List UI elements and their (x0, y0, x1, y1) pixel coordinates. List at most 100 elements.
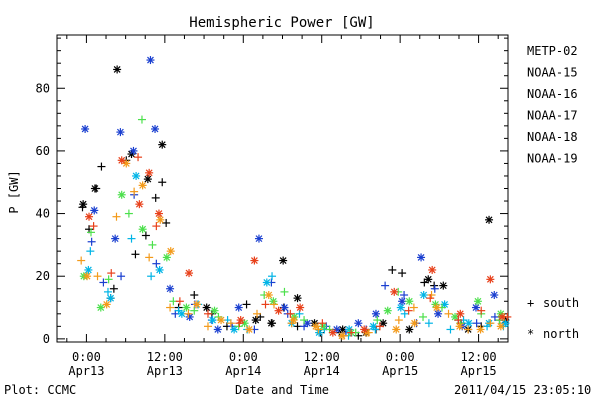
point-south-metp-02 (131, 250, 140, 259)
legend-entry-metp-02: METP-02 (527, 44, 578, 58)
point-south-noaa-15 (99, 278, 108, 287)
point-north-metp-02 (79, 200, 88, 209)
legend-entry-noaa-18: NOAA-18 (527, 130, 578, 144)
point-north-noaa-15 (185, 312, 194, 321)
marker-legend-label-south: south (543, 296, 579, 310)
point-south-noaa-19 (477, 306, 486, 315)
point-north-noaa-18 (496, 322, 505, 331)
point-north-noaa-15 (166, 284, 175, 293)
point-south-noaa-17 (148, 240, 157, 249)
y-tick-label: 40 (36, 207, 50, 221)
point-north-noaa-18 (122, 159, 131, 168)
x-tick-time-label: 12:00 (461, 350, 497, 364)
x-tick-date-label: Apr14 (304, 364, 340, 378)
point-north-noaa-15 (111, 234, 120, 243)
point-north-noaa-18 (432, 303, 441, 312)
point-south-metp-02 (97, 162, 106, 171)
point-north-metp-02 (424, 275, 433, 284)
data-points (77, 56, 512, 340)
point-north-noaa-18 (410, 319, 419, 328)
point-north-noaa-18 (156, 215, 165, 224)
point-south-noaa-16 (127, 234, 136, 243)
point-north-noaa-19 (85, 212, 94, 221)
point-north-noaa-18 (138, 181, 147, 190)
x-tick-date-label: Apr14 (225, 364, 261, 378)
point-north-noaa-15 (398, 297, 407, 306)
point-south-noaa-17 (373, 316, 382, 325)
point-north-noaa-17 (96, 303, 105, 312)
point-south-noaa-19 (318, 319, 327, 328)
x-tick-time-label: 12:00 (147, 350, 183, 364)
point-north-noaa-18 (311, 322, 320, 331)
point-south-noaa-18 (253, 309, 262, 318)
point-south-noaa-18 (226, 319, 235, 328)
point-north-noaa-18 (289, 316, 298, 325)
y-tick-label: 60 (36, 144, 50, 158)
point-north-noaa-15 (81, 124, 90, 133)
point-south-noaa-18 (166, 303, 175, 312)
point-north-metp-02 (405, 325, 414, 334)
point-north-noaa-19 (296, 303, 305, 312)
point-south-noaa-18 (112, 212, 121, 221)
point-north-noaa-15 (151, 124, 160, 133)
point-south-noaa-15 (87, 237, 96, 246)
point-north-metp-02 (143, 175, 152, 184)
point-north-noaa-15 (434, 309, 443, 318)
legend-entry-noaa-17: NOAA-17 (527, 109, 578, 123)
point-north-metp-02 (267, 319, 276, 328)
point-south-noaa-19 (89, 222, 98, 231)
point-north-noaa-19 (274, 306, 283, 315)
point-north-noaa-16 (155, 265, 164, 274)
point-north-noaa-19 (117, 156, 126, 165)
point-north-noaa-18 (245, 325, 254, 334)
x-tick-date-label: Apr13 (147, 364, 183, 378)
point-south-noaa-18 (394, 316, 403, 325)
point-north-noaa-15 (354, 319, 363, 328)
point-south-noaa-17 (137, 115, 146, 124)
point-north-noaa-18 (476, 325, 485, 334)
point-north-noaa-18 (192, 300, 201, 309)
point-south-noaa-19 (107, 269, 116, 278)
point-north-noaa-17 (405, 297, 414, 306)
point-south-metp-02 (398, 269, 407, 278)
point-south-noaa-18 (444, 309, 453, 318)
point-south-noaa-16 (268, 272, 277, 281)
point-south-noaa-18 (184, 309, 193, 318)
point-north-noaa-16 (208, 316, 217, 325)
y-tick-label: 0 (43, 332, 50, 346)
point-north-noaa-17 (210, 306, 219, 315)
x-axis-label: Date and Time (235, 383, 329, 397)
point-south-noaa-17 (124, 209, 133, 218)
point-north-noaa-15 (116, 128, 125, 137)
point-north-noaa-16 (132, 171, 141, 180)
point-south-noaa-15 (381, 281, 390, 290)
point-north-noaa-18 (337, 331, 346, 340)
point-north-metp-02 (485, 215, 494, 224)
point-north-noaa-19 (498, 312, 507, 321)
point-south-noaa-16 (424, 319, 433, 328)
y-tick-label: 20 (36, 269, 50, 283)
point-south-noaa-17 (300, 316, 309, 325)
point-south-metp-02 (151, 193, 160, 202)
legend-entry-noaa-19: NOAA-19 (527, 152, 578, 166)
point-south-noaa-19 (134, 153, 143, 162)
point-south-noaa-18 (270, 300, 279, 309)
point-north-noaa-19 (250, 256, 259, 265)
point-north-noaa-18 (264, 291, 273, 300)
legend-entry-noaa-15: NOAA-15 (527, 66, 578, 80)
point-south-noaa-18 (486, 319, 495, 328)
point-south-metp-02 (190, 291, 199, 300)
point-north-noaa-15 (490, 291, 499, 300)
point-south-metp-02 (388, 265, 397, 274)
chart-title: Hemispheric Power [GW] (189, 15, 374, 31)
point-north-noaa-16 (262, 278, 271, 287)
point-north-noaa-19 (185, 269, 194, 278)
point-south-noaa-17 (190, 306, 199, 315)
point-south-noaa-15 (400, 291, 409, 300)
point-north-noaa-18 (102, 300, 111, 309)
point-south-noaa-19 (347, 328, 356, 337)
point-north-noaa-15 (254, 234, 263, 243)
point-south-noaa-17 (280, 287, 289, 296)
point-north-noaa-15 (417, 253, 426, 262)
point-north-noaa-15 (129, 146, 138, 155)
